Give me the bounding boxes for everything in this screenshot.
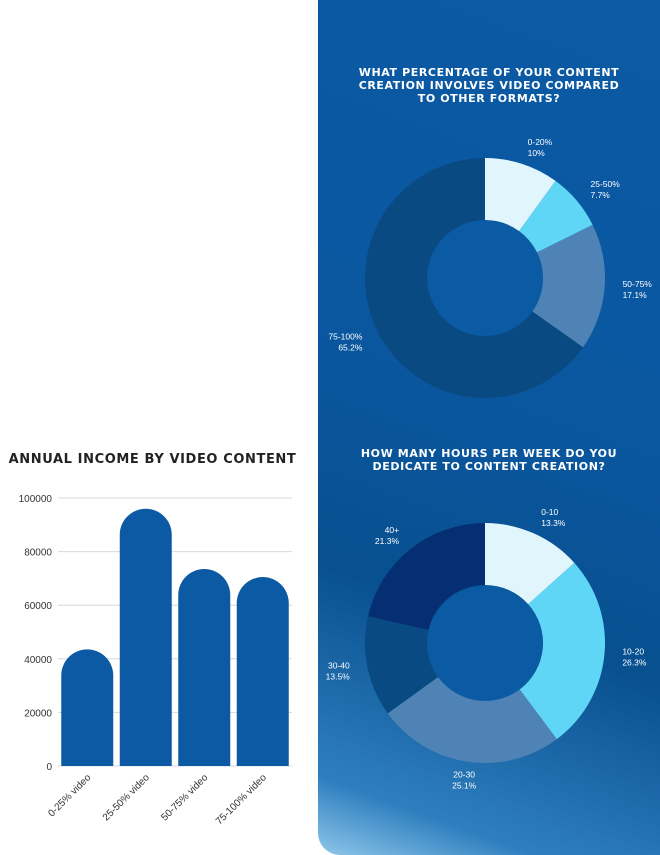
donut-hole bbox=[427, 585, 543, 701]
x-tick-label: 50-75% video bbox=[159, 772, 210, 823]
donut-title-video-share: WHAT PERCENTAGE OF YOUR CONTENT CREATION… bbox=[318, 66, 660, 105]
donut-slice bbox=[387, 677, 557, 763]
donut-chart-video-share: 0-20%10% 25-50%7.7% 50-75%17.1% 75-100%65.2… bbox=[328, 137, 653, 398]
x-tick-label: 0-25% video bbox=[46, 772, 93, 819]
donut-slice bbox=[519, 562, 605, 740]
slice-percent: 13.5% bbox=[326, 671, 351, 681]
slice-label: 0-10 bbox=[541, 507, 558, 517]
y-tick-label: 40000 bbox=[24, 655, 52, 666]
bar bbox=[119, 508, 172, 766]
donut-slice bbox=[365, 158, 583, 398]
x-tick-label: 25-50% video bbox=[101, 772, 152, 823]
slice-percent: 17.1% bbox=[623, 290, 648, 300]
donut-slice bbox=[485, 523, 575, 605]
title-line: HOW MANY HOURS PER WEEK DO YOU bbox=[360, 447, 618, 460]
bar-chart-svg: 0 20000 40000 60000 80000 100000 0-25% video 25… bbox=[19, 494, 292, 827]
slice-percent: 65.2% bbox=[338, 342, 363, 352]
bar bbox=[236, 577, 289, 766]
slice-label: 40+ bbox=[385, 525, 399, 535]
chart-title: ANNUAL INCOME BY VIDEO CONTENT bbox=[8, 452, 297, 467]
donut-slice bbox=[485, 158, 556, 232]
title-line: CREATION INVOLVES VIDEO COMPARED bbox=[358, 79, 620, 92]
slice-label: 25-50% bbox=[590, 179, 620, 189]
donut-slice bbox=[519, 180, 593, 253]
slice-label: 20-30 bbox=[453, 769, 475, 779]
donut-panel: WHAT PERCENTAGE OF YOUR CONTENT CREATION… bbox=[318, 0, 660, 855]
slice-percent: 13.3% bbox=[541, 518, 566, 528]
slice-percent: 10% bbox=[528, 148, 545, 158]
donut-slice bbox=[532, 224, 605, 348]
slice-label: 10-20 bbox=[622, 647, 644, 657]
title-line: WHAT PERCENTAGE OF YOUR CONTENT bbox=[358, 66, 620, 79]
title-line: TO OTHER FORMATS? bbox=[417, 92, 561, 105]
title-line: DEDICATE TO CONTENT CREATION? bbox=[372, 460, 606, 473]
slice-percent: 7.7% bbox=[590, 190, 610, 200]
y-tick-label: 60000 bbox=[24, 601, 52, 612]
bar bbox=[61, 649, 114, 766]
slice-percent: 26.3% bbox=[622, 658, 647, 668]
donut-slice bbox=[365, 616, 439, 714]
donut-slice bbox=[368, 523, 485, 631]
slice-label: 75-100% bbox=[328, 331, 362, 341]
donut-hole bbox=[427, 220, 543, 336]
slice-percent: 21.3% bbox=[375, 536, 400, 546]
y-tick-label: 0 bbox=[46, 762, 52, 773]
donut-title-hours: HOW MANY HOURS PER WEEK DO YOU DEDICATE … bbox=[318, 447, 660, 473]
y-tick-label: 20000 bbox=[24, 708, 52, 719]
slice-label: 50-75% bbox=[623, 279, 653, 289]
slice-label: 0-20% bbox=[528, 137, 553, 147]
income-bar-chart: ANNUAL INCOME BY VIDEO CONTENT 0 20000 400… bbox=[0, 440, 310, 850]
y-tick-label: 80000 bbox=[24, 548, 52, 559]
slice-percent: 25.1% bbox=[452, 780, 477, 790]
y-tick-label: 100000 bbox=[19, 494, 53, 505]
slice-label: 30-40 bbox=[328, 660, 350, 670]
x-tick-label: 75-100% video bbox=[214, 772, 269, 827]
bar bbox=[178, 569, 231, 766]
